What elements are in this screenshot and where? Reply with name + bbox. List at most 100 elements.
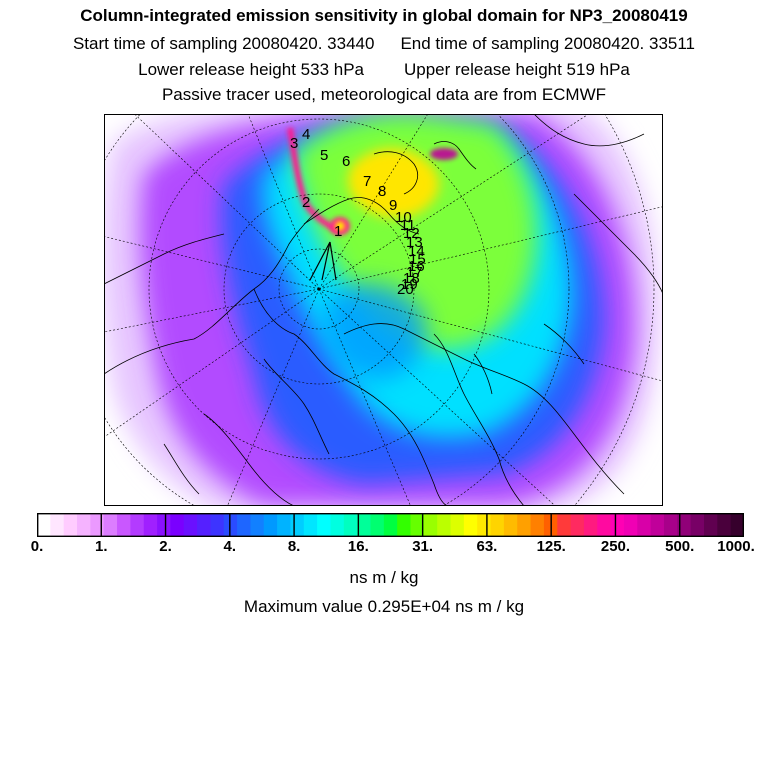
release-heights: Lower release height 533 hPa Upper releas…	[0, 60, 768, 80]
colorbar-cell	[730, 513, 744, 537]
trajectory-label: 14	[408, 243, 425, 260]
colorbar-cell	[343, 513, 358, 537]
colorbar-cell	[703, 513, 718, 537]
colorbar-cell	[570, 513, 585, 537]
trajectory-labels: 1 2 3 4 5 6 7 8 9 10 11 12 13 14 15 16 1…	[290, 126, 426, 298]
colorbar-tick-label: 8.	[287, 538, 301, 555]
colorbar-frame	[37, 513, 744, 537]
colorbar-cell	[557, 513, 571, 537]
emission-sensitivity-map: 1 2 3 4 5 6 7 8 9 10 11 12 13 14 15 16 1…	[104, 114, 663, 506]
trajectory-label: 16	[408, 258, 425, 275]
colorbar-cell	[637, 513, 652, 537]
colorbar-cell	[383, 513, 398, 537]
colorbar-cell	[490, 513, 505, 537]
colorbar-cell	[410, 513, 425, 537]
colorbar-cell	[90, 513, 105, 537]
trajectory-label: 2	[302, 194, 310, 211]
colorbar-cell	[370, 513, 385, 537]
colorbar-cell	[37, 513, 51, 537]
colorbar-cell	[277, 513, 291, 537]
upper-release-height: Upper release height 519 hPa	[404, 60, 630, 79]
plot-title: Column-integrated emission sensitivity i…	[80, 6, 688, 25]
colorbar-cell	[650, 513, 665, 537]
colorbar-cell	[663, 513, 678, 537]
tracer-note: Passive tracer used, meteorological data…	[161, 85, 607, 104]
colorbar-cell	[197, 513, 211, 537]
trajectory-label: 1	[334, 223, 342, 240]
trajectory-label: 13	[406, 234, 423, 251]
colorbar-cell	[477, 513, 491, 537]
trajectory-label: 11	[400, 217, 416, 234]
trajectory-label: 3	[290, 135, 298, 152]
trajectory-label: 7	[363, 173, 371, 190]
trajectory-label: 9	[389, 197, 397, 214]
colorbar-cell	[290, 513, 305, 537]
colorbar-cell	[183, 513, 198, 537]
trajectory-label: 8	[378, 183, 386, 200]
colorbar-cell	[103, 513, 118, 537]
release-point-marker	[309, 241, 337, 281]
colorbar-cell	[77, 513, 91, 537]
colorbar-cell	[677, 513, 692, 537]
colorbar-cell	[583, 513, 598, 537]
sampling-times: Start time of sampling 20080420. 33440 En…	[0, 34, 768, 54]
trajectory-label: 17	[406, 264, 423, 281]
start-time: Start time of sampling 20080420. 33440	[72, 34, 375, 53]
colorbar-cell	[157, 513, 171, 537]
trajectory-label: 12	[403, 225, 420, 242]
colorbar-cell	[397, 513, 411, 537]
map-frame	[104, 114, 663, 506]
colorbar-cell	[437, 513, 451, 537]
coastlines	[104, 114, 663, 506]
colorbar-tick-label: 250.	[600, 538, 631, 555]
colorbar-tick-label: 125.	[536, 538, 566, 555]
maximum-value: Maximum value 0.295E+04 ns m / kg	[243, 597, 525, 616]
colorbar-cell	[330, 513, 345, 537]
colorbar-tick-label: 500.	[665, 538, 695, 555]
colorbar-tick-label: 63.	[476, 538, 498, 555]
trajectory-label: 4	[302, 126, 310, 143]
colorbar-cell	[250, 513, 265, 537]
colorbar-cell	[317, 513, 331, 537]
colorbar-cell	[503, 513, 518, 537]
colorbar-cell	[623, 513, 638, 537]
colorbar-cell	[223, 513, 238, 537]
colorbar-cell	[450, 513, 465, 537]
colorbar-cell	[610, 513, 625, 537]
graticule	[104, 114, 663, 506]
trajectory-label: 15	[409, 251, 426, 268]
colorbar-tick-label: 31.	[412, 538, 434, 555]
end-time: End time of sampling 20080420. 33511	[400, 34, 696, 53]
colorbar-tick-label: 0.	[30, 538, 44, 555]
trajectory-label: 18	[403, 270, 420, 287]
colorbar-cell	[63, 513, 78, 537]
sensitivity-field	[104, 114, 660, 506]
colorbar-cell	[517, 513, 531, 537]
colorbar-cell	[263, 513, 278, 537]
colorbar-cells	[37, 513, 744, 537]
colorbar-cell	[717, 513, 732, 537]
colorbar-cell	[170, 513, 185, 537]
trajectory-label: 5	[320, 147, 328, 164]
trajectory-label: 10	[395, 209, 412, 226]
colorbar-unit: ns m / kg	[349, 568, 419, 587]
colorbar-cell	[597, 513, 611, 537]
trajectory-label: 6	[342, 153, 350, 170]
colorbar-cell	[530, 513, 545, 537]
colorbar-cell	[237, 513, 251, 537]
colorbar	[37, 513, 744, 537]
colorbar-tick-label: 1000.	[717, 538, 755, 555]
trajectory-label: 20	[397, 281, 414, 298]
colorbar-cell	[50, 513, 65, 537]
colorbar-tick-label: 4.	[223, 538, 237, 555]
colorbar-cell	[303, 513, 318, 537]
colorbar-tick-label: 1.	[95, 538, 108, 555]
colorbar-cell	[143, 513, 158, 537]
colorbar-cell	[117, 513, 131, 537]
colorbar-cell	[357, 513, 371, 537]
colorbar-tick-label: 16.	[347, 538, 369, 555]
colorbar-cell	[423, 513, 438, 537]
colorbar-dividers	[100, 513, 681, 537]
colorbar-cell	[463, 513, 478, 537]
colorbar-tick-label: 2.	[159, 538, 172, 555]
